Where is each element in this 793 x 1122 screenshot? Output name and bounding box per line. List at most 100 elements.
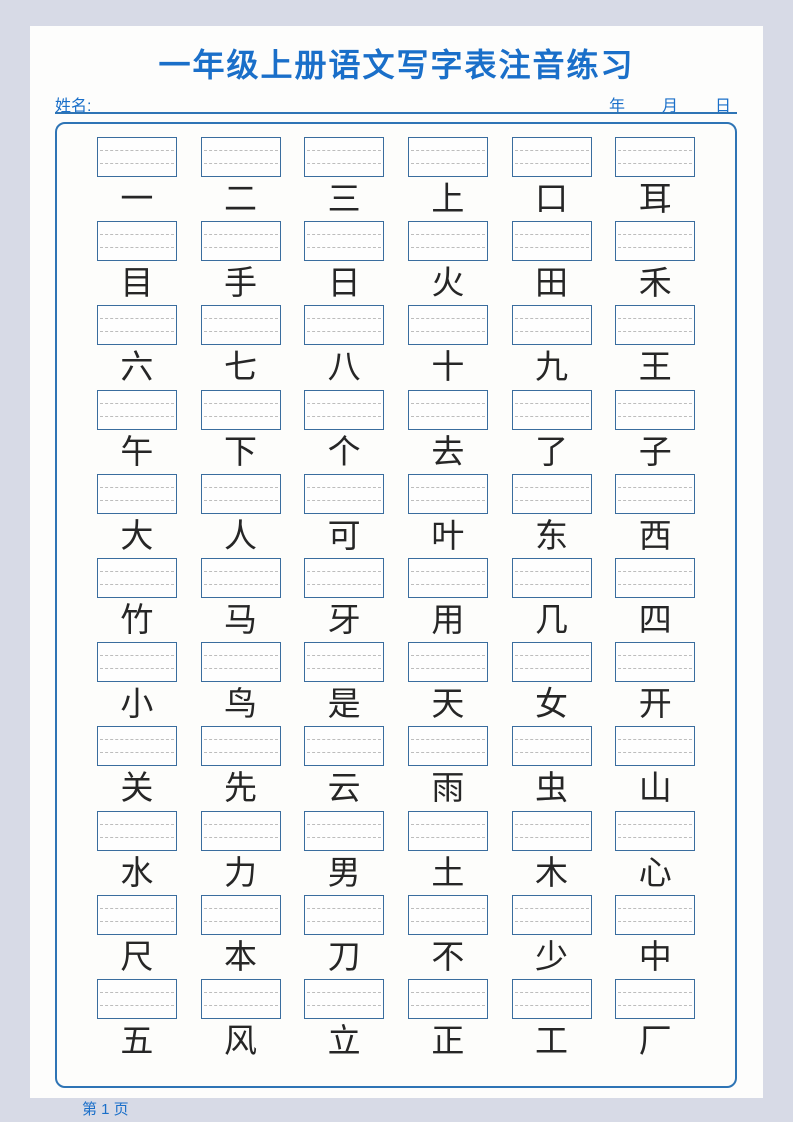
pinyin-writing-box[interactable] <box>511 557 592 598</box>
pinyin-writing-box[interactable] <box>407 642 488 683</box>
pinyin-writing-box[interactable] <box>96 221 177 262</box>
pinyin-writing-box[interactable] <box>304 726 385 767</box>
pinyin-writing-box[interactable] <box>96 557 177 598</box>
pinyin-writing-box[interactable] <box>96 894 177 935</box>
pinyin-writing-box[interactable] <box>511 305 592 346</box>
pinyin-guide-line <box>410 991 485 993</box>
pinyin-writing-box[interactable] <box>200 137 281 177</box>
pinyin-writing-box[interactable] <box>304 810 385 851</box>
pinyin-writing-box[interactable] <box>615 557 696 598</box>
pinyin-writing-box[interactable] <box>200 557 281 598</box>
pinyin-guide-line <box>514 163 589 164</box>
pinyin-writing-box[interactable] <box>615 810 696 851</box>
character-label: 田 <box>535 263 569 303</box>
pinyin-writing-box[interactable] <box>407 305 488 346</box>
pinyin-writing-box[interactable] <box>200 726 281 767</box>
character-cell: 人 <box>189 473 293 558</box>
pinyin-writing-box[interactable] <box>511 137 592 177</box>
pinyin-writing-box[interactable] <box>511 978 592 1019</box>
pinyin-writing-box[interactable] <box>200 389 281 430</box>
pinyin-guide-line <box>514 415 589 417</box>
pinyin-guide-line <box>307 920 382 922</box>
character-cell: 二 <box>189 137 293 221</box>
pinyin-writing-box[interactable] <box>304 642 385 683</box>
pinyin-guide-line <box>203 234 278 236</box>
pinyin-writing-box[interactable] <box>304 978 385 1019</box>
pinyin-writing-box[interactable] <box>615 978 696 1019</box>
pinyin-writing-box[interactable] <box>200 894 281 935</box>
pinyin-guide-line <box>307 247 382 249</box>
pinyin-writing-box[interactable] <box>511 726 592 767</box>
pinyin-writing-box[interactable] <box>96 305 177 346</box>
pinyin-writing-box[interactable] <box>615 305 696 346</box>
character-label: 几 <box>535 599 569 639</box>
pinyin-writing-box[interactable] <box>304 305 385 346</box>
pinyin-guide-line <box>618 247 693 249</box>
pinyin-writing-box[interactable] <box>96 726 177 767</box>
pinyin-writing-box[interactable] <box>407 810 488 851</box>
pinyin-writing-box[interactable] <box>200 978 281 1019</box>
pinyin-writing-box[interactable] <box>511 894 592 935</box>
pinyin-writing-box[interactable] <box>96 978 177 1019</box>
pinyin-writing-box[interactable] <box>615 389 696 430</box>
pinyin-writing-box[interactable] <box>511 810 592 851</box>
pinyin-guide-line <box>203 247 278 249</box>
character-grid: 一 二 三 上 口 耳目 手 日 火 田 禾六 七 八 十 九 王午 下 个 去 了 子大 人 可 叶 东 西竹 马 牙 用 几 四小 鸟 是 天… <box>85 137 707 1063</box>
pinyin-writing-box[interactable] <box>200 305 281 346</box>
pinyin-writing-box[interactable] <box>615 473 696 514</box>
character-cell: 马 <box>189 557 293 642</box>
character-label: 马 <box>224 599 257 639</box>
character-cell: 土 <box>396 810 500 895</box>
pinyin-writing-box[interactable] <box>200 473 281 514</box>
pinyin-writing-box[interactable] <box>96 810 177 851</box>
pinyin-guide-line <box>99 318 174 320</box>
pinyin-guide-line <box>514 570 589 572</box>
pinyin-guide-line <box>307 739 382 741</box>
pinyin-guide-line <box>410 920 485 922</box>
pinyin-writing-box[interactable] <box>511 389 592 430</box>
pinyin-writing-box[interactable] <box>407 726 488 767</box>
pinyin-writing-box[interactable] <box>304 894 385 935</box>
pinyin-guide-line <box>203 655 278 657</box>
pinyin-writing-box[interactable] <box>407 473 488 514</box>
pinyin-writing-box[interactable] <box>407 894 488 935</box>
pinyin-writing-box[interactable] <box>511 642 592 683</box>
pinyin-writing-box[interactable] <box>407 137 488 177</box>
pinyin-writing-box[interactable] <box>304 221 385 262</box>
character-cell: 山 <box>603 726 707 810</box>
pinyin-writing-box[interactable] <box>200 810 281 851</box>
pinyin-writing-box[interactable] <box>304 473 385 514</box>
pinyin-guide-line <box>203 583 278 585</box>
pinyin-writing-box[interactable] <box>407 389 488 430</box>
pinyin-writing-box[interactable] <box>407 978 488 1019</box>
pinyin-writing-box[interactable] <box>511 473 592 514</box>
pinyin-writing-box[interactable] <box>200 221 281 262</box>
pinyin-writing-box[interactable] <box>511 221 592 262</box>
pinyin-writing-box[interactable] <box>96 137 177 177</box>
pinyin-guide-line <box>410 836 485 838</box>
pinyin-writing-box[interactable] <box>615 642 696 683</box>
pinyin-writing-box[interactable] <box>96 642 177 683</box>
pinyin-writing-box[interactable] <box>200 642 281 683</box>
pinyin-guide-line <box>99 739 174 741</box>
page-number-label: 第 1 页 <box>82 1101 129 1118</box>
pinyin-writing-box[interactable] <box>407 557 488 598</box>
pinyin-writing-box[interactable] <box>96 473 177 514</box>
character-cell: 小 <box>85 642 189 726</box>
grid-row: 目手日火田禾 <box>85 221 707 305</box>
character-label: 女 <box>535 684 569 724</box>
pinyin-guide-line <box>618 234 693 236</box>
pinyin-guide-line <box>410 570 485 572</box>
pinyin-writing-box[interactable] <box>407 221 488 262</box>
character-label: 尺 <box>120 936 154 976</box>
pinyin-writing-box[interactable] <box>615 221 696 262</box>
pinyin-writing-box[interactable] <box>304 389 385 430</box>
pinyin-writing-box[interactable] <box>615 894 696 935</box>
pinyin-guide-line <box>618 499 693 501</box>
pinyin-writing-box[interactable] <box>615 137 696 177</box>
pinyin-writing-box[interactable] <box>304 137 385 177</box>
pinyin-writing-box[interactable] <box>304 557 385 598</box>
character-label: 手 <box>224 263 257 303</box>
pinyin-writing-box[interactable] <box>96 389 177 430</box>
pinyin-writing-box[interactable] <box>615 726 696 767</box>
